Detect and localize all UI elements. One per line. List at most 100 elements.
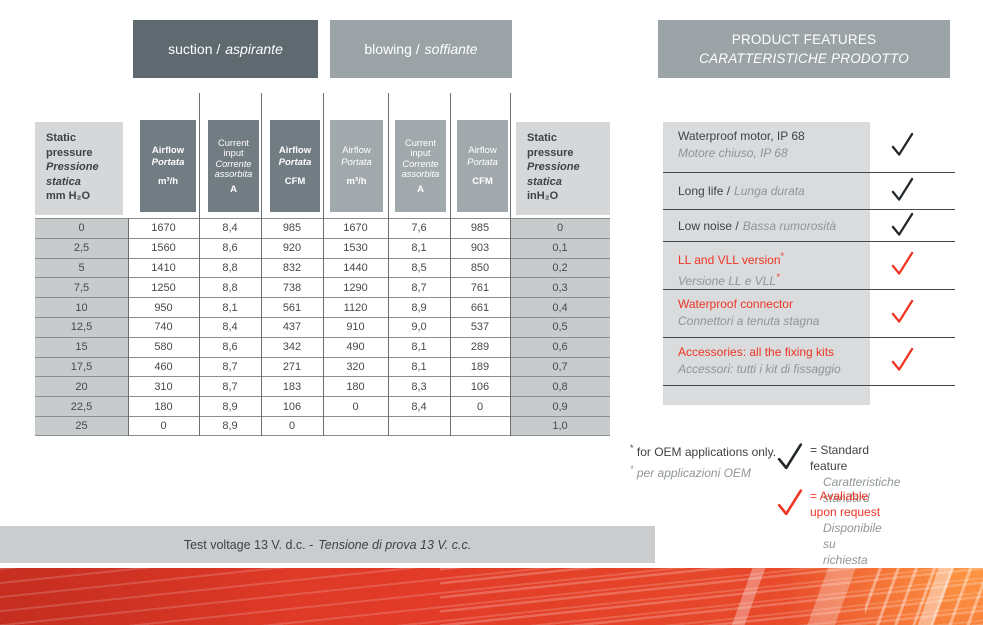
table-cell: 8,9: [222, 400, 238, 413]
feature-row: Low noise / Bassa rumorosità: [663, 210, 955, 242]
header-unit: A: [417, 183, 424, 195]
table-row: 7,5 1250 8,8 738 1290 8,7 761 0,3: [35, 277, 610, 298]
header-line-en: input: [410, 148, 431, 158]
table-cell: 740: [154, 321, 173, 334]
table-cell: 1290: [343, 281, 368, 294]
features-panel-background: [663, 122, 870, 405]
table-cell: 8,8: [222, 261, 238, 274]
diagonal-stripes-pattern: [0, 568, 983, 625]
table-cell: 0,8: [510, 377, 610, 397]
header-unit: CFM: [472, 176, 493, 187]
table-cell: 8,1: [411, 242, 427, 255]
check-icon: [891, 299, 914, 323]
asterisk: *: [630, 464, 634, 474]
table-cell: 561: [282, 301, 302, 314]
table-cell: 490: [346, 341, 365, 354]
product-features-title-en: PRODUCT FEATURES: [731, 32, 877, 47]
table-cell: 850: [470, 261, 490, 274]
header-line-it: statica: [46, 175, 81, 188]
feature-label-en: LL and VLL version*: [678, 251, 785, 267]
table-row: 15 580 8,6 342 490 8,1 289 0,6: [35, 336, 610, 357]
header-line-en: Airflow: [278, 145, 312, 156]
table-cell: 8,1: [222, 301, 238, 314]
blowing-banner: blowing / soffiante: [330, 20, 512, 78]
check-icon: [891, 251, 914, 275]
header-line-it: Pressione: [46, 161, 99, 173]
table-cell: 0,3: [510, 278, 610, 298]
table-cell: 460: [154, 360, 173, 373]
oem-footnote-it: * per applicazioni OEM: [630, 464, 751, 480]
table-row: 5 1410 8,8 832 1440 8,5 850 0,2: [35, 257, 610, 278]
performance-table: 0 1670 8,4 985 1670 7,6 985 0 2,5 1560 8,6 920 1530 8…: [35, 218, 610, 436]
header-line-en: Current: [404, 137, 436, 148]
column-header-3: Airflow Portata CFM: [270, 120, 320, 212]
header-line-en: input: [223, 148, 244, 158]
check-icon: [891, 177, 914, 201]
table-cell: 8,6: [222, 341, 238, 354]
header-line-it: Corrente: [215, 158, 252, 169]
table-cell: 8,7: [222, 380, 238, 393]
column-header-4: Airflow Portata m³/h: [330, 120, 383, 212]
table-cell: 8,5: [411, 261, 427, 274]
table-cell: 920: [282, 242, 302, 255]
column-separator-line: [128, 218, 129, 436]
black-check-icon: [891, 132, 914, 163]
oem-footnote-en: * for OEM applications only.: [630, 443, 777, 459]
check-icon: [891, 347, 914, 371]
table-cell: 0: [476, 400, 484, 413]
table-cell: 0,4: [510, 298, 610, 317]
corner-fan-lines: [865, 568, 983, 625]
table-cell: 8,8: [222, 281, 238, 294]
feature-label-en: Low noise /: [678, 218, 739, 233]
table-cell: 8,7: [222, 360, 238, 373]
table-cell: 1560: [151, 242, 176, 255]
features-panel-filler: [663, 386, 955, 405]
table-cell: 7,5: [35, 278, 128, 298]
feature-row: Waterproof connector Connettori a tenuta …: [663, 290, 955, 338]
header-line-it: assorbita: [214, 169, 253, 179]
table-cell: 0,1: [510, 238, 610, 258]
header-line-en: Airflow: [342, 145, 371, 156]
column-header-5: Current input Corrente assorbita A: [395, 120, 446, 212]
table-cell: 537: [470, 321, 490, 334]
table-cell: 1440: [343, 261, 368, 274]
table-cell: 15: [35, 337, 128, 357]
table-cell: 661: [470, 301, 490, 314]
table-cell: 0: [160, 419, 167, 432]
header-line-it: Portata: [278, 157, 312, 168]
feature-label-it: Connettori a tenuta stagna: [678, 314, 820, 328]
column-separator-line: [323, 218, 324, 436]
feature-label-en: Waterproof connector: [678, 297, 793, 311]
table-cell: 10: [35, 298, 128, 317]
check-icon: [777, 489, 803, 516]
table-cell: 950: [154, 301, 173, 314]
feature-row: LL and VLL version* Versione LL e VLL*: [663, 242, 955, 290]
header-line-en: pressure: [46, 146, 93, 159]
header-line-it: assorbita: [401, 169, 440, 179]
table-cell: 0,5: [510, 318, 610, 337]
table-cell: 580: [154, 341, 173, 354]
oem-footnote: * for OEM applications only. * per appli…: [630, 440, 776, 482]
table-cell: 22,5: [35, 397, 128, 416]
column-header-2: Current input Corrente assorbita A: [208, 120, 259, 212]
feature-label-it: Motore chiuso, IP 68: [678, 146, 788, 160]
column-separator-line: [388, 218, 389, 436]
header-line-en: Airflow: [151, 145, 185, 156]
table-cell: 0: [510, 219, 610, 238]
table-cell: 180: [346, 380, 365, 393]
legend-text: = Standard feature Caratteristiche standa…: [810, 442, 900, 506]
black-check-icon: [891, 177, 914, 206]
features-list: Waterproof motor, IP 68 Motore chiuso, IP…: [663, 122, 955, 405]
table-cell: 8,9: [411, 301, 427, 314]
table-cell: 1670: [151, 222, 176, 235]
legend-item: = Avaliable upon request Disponibile su r…: [777, 488, 882, 568]
table-row: 12,5 740 8,4 437 910 9,0 537 0,5: [35, 317, 610, 337]
header-line-it: Portata: [467, 157, 498, 168]
header-line-en: Airflow: [468, 145, 497, 156]
check-icon: [891, 212, 914, 236]
table-cell: 320: [346, 360, 365, 373]
feature-label-en: Long life /: [678, 184, 731, 198]
table-cell: 9,0: [411, 321, 427, 334]
table-cell: [388, 417, 450, 435]
legend-label-en: = Avaliable upon request: [810, 489, 881, 519]
